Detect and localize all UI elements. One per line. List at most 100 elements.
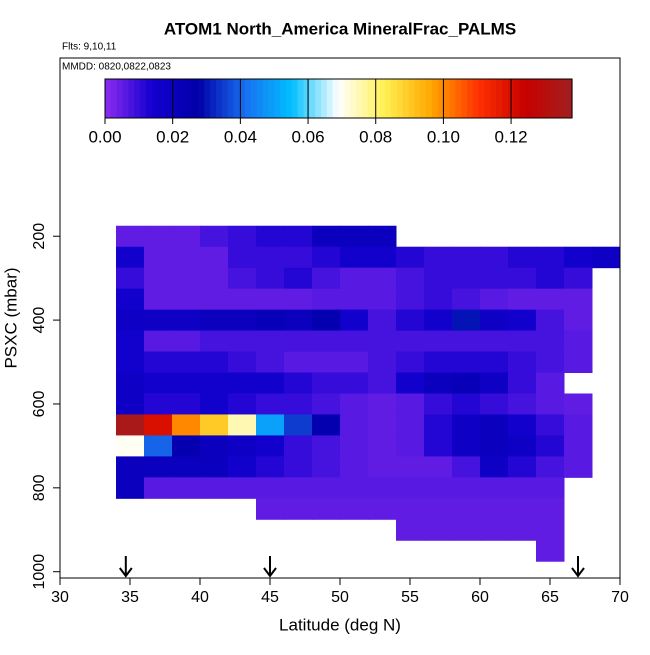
colorbar-swatch: [396, 79, 404, 118]
x-tick-label: 30: [51, 589, 69, 606]
colorbar-swatch: [344, 79, 351, 118]
heatmap-cell: [200, 246, 229, 269]
colorbar-swatch: [315, 79, 322, 118]
heatmap-cell: [340, 351, 369, 374]
heatmap-cell: [144, 330, 173, 353]
heatmap-cell: [200, 351, 229, 374]
colorbar-swatch: [513, 79, 521, 118]
colorbar-tick-label: 0.06: [291, 127, 324, 146]
colorbar-swatch: [373, 79, 380, 118]
heatmap-cell: [340, 267, 369, 290]
heatmap-cell: [452, 288, 481, 311]
heatmap-cell: [284, 477, 313, 499]
heatmap-cell: [116, 456, 145, 478]
heatmap-cell: [284, 498, 313, 520]
colorbar-swatch: [490, 79, 497, 118]
x-tick-label: 60: [471, 589, 489, 606]
heatmap-cell: [312, 351, 341, 374]
heatmap-cell: [508, 498, 537, 520]
colorbar-swatch: [496, 79, 503, 118]
y-tick-label: 1000: [31, 554, 48, 590]
heatmap-cell: [256, 435, 285, 457]
heatmap-cell: [116, 435, 145, 457]
heatmap-cell: [256, 309, 285, 332]
colorbar-swatch: [560, 79, 567, 118]
heatmap-cell: [256, 477, 285, 499]
heatmap-cell: [312, 246, 341, 269]
colorbar-swatch: [350, 79, 357, 118]
heatmap-cell: [368, 477, 397, 499]
heatmap-cell: [508, 330, 537, 353]
heatmap-cell: [284, 435, 313, 457]
heatmap-cell: [200, 456, 229, 478]
colorbar-swatch: [414, 79, 421, 118]
x-axis-label: Latitude (deg N): [279, 615, 401, 634]
heatmap-cell: [200, 309, 229, 332]
heatmap-cell: [480, 351, 509, 374]
heatmap-cell: [480, 330, 509, 353]
heatmap-cell: [116, 330, 145, 353]
colorbar-swatch: [198, 79, 205, 118]
heatmap-cell: [144, 225, 173, 248]
heatmap-cell: [312, 309, 341, 332]
heatmap-cell: [200, 267, 229, 290]
heatmap-cell: [340, 372, 369, 394]
heatmap-cell: [452, 309, 481, 332]
heatmap-cell: [284, 267, 313, 290]
heatmap-cell: [256, 288, 285, 311]
heatmap-cell: [172, 246, 201, 269]
heatmap-cell: [452, 393, 481, 415]
heatmap-cell: [536, 393, 565, 415]
heatmap-cell: [396, 288, 425, 311]
heatmap-cell: [592, 246, 621, 269]
heatmap-cell: [116, 288, 145, 311]
colorbar-swatch: [157, 79, 164, 118]
heatmap-cell: [172, 477, 201, 499]
colorbar-swatch: [426, 79, 433, 118]
heatmap-cell: [424, 414, 453, 436]
y-tick-label: 400: [31, 307, 48, 334]
heatmap-cell: [340, 456, 369, 478]
heatmap-cell: [508, 477, 537, 499]
heatmap-cell: [564, 246, 593, 269]
heatmap-cell: [172, 414, 201, 436]
heatmap-cell: [396, 267, 425, 290]
heatmap-cell: [368, 435, 397, 457]
heatmap-cell: [340, 246, 369, 269]
heatmap-cell: [340, 498, 369, 520]
colorbar-swatch: [303, 79, 310, 118]
heatmap-cell: [452, 456, 481, 478]
heatmap-cell: [284, 309, 313, 332]
colorbar-swatch: [420, 79, 427, 118]
heatmap-cell: [312, 330, 341, 353]
colorbar-swatch: [134, 79, 141, 118]
heatmap-cell: [116, 225, 145, 248]
annotation: MMDD: 0820,0822,0823: [62, 62, 171, 73]
x-tick-label: 45: [261, 589, 279, 606]
heatmap-cell: [144, 288, 173, 311]
colorbar-swatch: [443, 79, 451, 118]
heatmap-cell: [312, 477, 341, 499]
colorbar-swatch: [116, 79, 124, 118]
heatmap-cell: [284, 372, 313, 394]
heatmap-cell: [368, 372, 397, 394]
colorbar-swatch: [519, 79, 526, 118]
heatmap-cell: [256, 498, 285, 520]
heatmap-cell: [424, 351, 453, 374]
heatmap-cell: [564, 309, 593, 332]
heatmap-cell: [564, 330, 593, 353]
y-tick-label: 200: [31, 223, 48, 250]
heatmap-cell: [172, 393, 201, 415]
colorbar-swatch: [122, 79, 129, 118]
heatmap-cell: [340, 414, 369, 436]
heatmap-cell: [312, 372, 341, 394]
heatmap-cell: [424, 393, 453, 415]
heatmap-cell: [144, 267, 173, 290]
colorbar-swatch: [256, 79, 264, 118]
heatmap-cell: [480, 393, 509, 415]
heatmap-cell: [116, 393, 145, 415]
heatmap-cell: [256, 246, 285, 269]
heatmap-cell: [312, 435, 341, 457]
heatmap-cell: [536, 519, 565, 541]
